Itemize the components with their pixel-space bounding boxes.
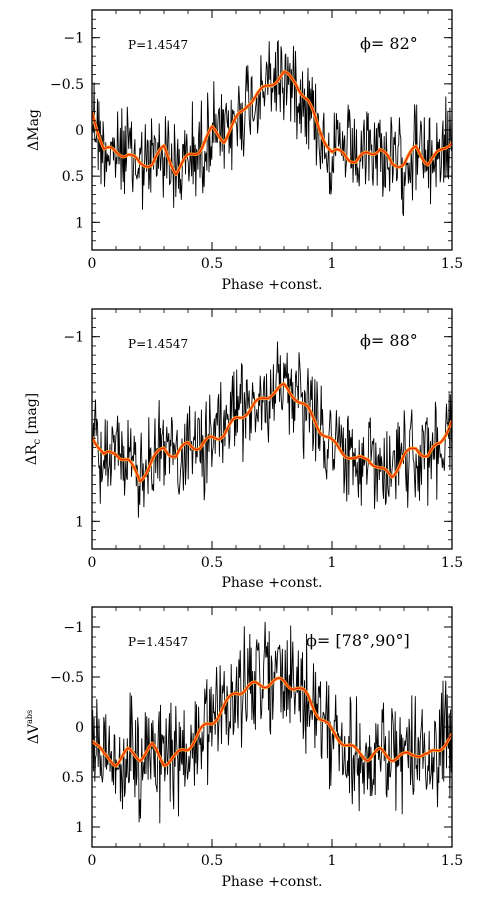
panel-3-y-label-main: ΔV <box>26 723 42 744</box>
panel-3-period-label: P=1.4547 <box>128 635 188 649</box>
panel-1-running-mean-core <box>92 71 452 176</box>
panel-3-phi-label: ϕ= [78°,90°] <box>306 631 410 650</box>
panel-3-running-mean-core <box>92 677 452 767</box>
x-tick-label: 0.5 <box>201 853 223 869</box>
panel-2-ticks: 0 0.5 1 1.5 −1 1 <box>63 308 463 571</box>
panel-1-smooth-line <box>92 70 452 177</box>
x-tick-label: 1 <box>328 555 337 571</box>
y-tick-label: 1 <box>75 820 84 836</box>
x-tick-label: 1 <box>328 256 337 272</box>
panel-3-smooth-line <box>92 676 452 768</box>
x-tick-label: 0 <box>88 853 97 869</box>
y-tick-label: 0 <box>75 123 84 139</box>
panel-2-x-axis-label: Phase +const. <box>222 575 323 591</box>
y-tick-label: 1 <box>75 514 84 530</box>
y-tick-label: −0.5 <box>50 670 84 686</box>
panel-3-y-axis-label: ΔVabs <box>25 710 42 744</box>
panel-2-scatter-line <box>92 341 452 518</box>
panel-3-y-label-sub: abs <box>25 710 34 724</box>
panel-2-phi-label: ϕ= 88° <box>360 331 418 350</box>
panel-1-phi-label: ϕ= 82° <box>360 34 418 53</box>
panel-2-y-label-sub: c <box>32 438 43 444</box>
x-tick-label: 1 <box>328 853 337 869</box>
panel-1-period-label: P=1.4547 <box>128 38 188 52</box>
panel-2-smooth-line <box>92 382 452 483</box>
y-tick-label: 0.5 <box>62 169 84 185</box>
panel-1: 0 0.5 1 1.5 −1 −0.5 0 0.5 1 P=1.4547 ϕ= 82° Phas… <box>26 9 463 293</box>
y-tick-label: 0.5 <box>62 770 84 786</box>
panel-3-ticks: 0 0.5 1 1.5 −1 −0.5 0 0.5 1 <box>50 606 463 869</box>
panel-1-scatter-line <box>92 39 452 217</box>
x-tick-label: 0 <box>88 555 97 571</box>
panel-2-y-axis-label: ΔRc [mag] <box>24 393 43 465</box>
y-tick-label: 0 <box>75 720 84 736</box>
x-tick-label: 0 <box>88 256 97 272</box>
x-tick-label: 1.5 <box>441 853 463 869</box>
panel-1-x-axis-label: Phase +const. <box>222 277 323 293</box>
y-tick-label: −0.5 <box>50 77 84 93</box>
panel-2: 0 0.5 1 1.5 −1 1 P=1.4547 ϕ= 88° Phase +const… <box>24 308 463 591</box>
x-tick-label: 0.5 <box>201 256 223 272</box>
panel-3-observed-series <box>92 621 452 824</box>
x-tick-label: 1.5 <box>441 256 463 272</box>
panel-2-observed-series <box>92 341 452 518</box>
panel-2-period-label: P=1.4547 <box>128 337 188 351</box>
panel-1-ticks: 0 0.5 1 1.5 −1 −0.5 0 0.5 1 <box>50 9 463 272</box>
panel-1-y-axis-label: ΔMag <box>26 109 42 151</box>
panel-1-observed-series <box>92 39 452 217</box>
y-tick-label: −1 <box>63 31 84 47</box>
y-tick-label: −1 <box>63 620 84 636</box>
y-tick-label: 1 <box>75 215 84 231</box>
x-tick-label: 0.5 <box>201 555 223 571</box>
panel-2-y-label-main: ΔR <box>24 444 40 465</box>
panel-3-x-axis-label: Phase +const. <box>222 874 323 890</box>
panel-3-scatter-line <box>92 621 452 824</box>
x-tick-label: 1.5 <box>441 555 463 571</box>
panel-2-y-label-unit: [mag] <box>24 393 40 439</box>
panel-3: 0 0.5 1 1.5 −1 −0.5 0 0.5 1 P=1.4547 ϕ= [78°,90°… <box>25 606 463 890</box>
y-tick-label: −1 <box>63 330 84 346</box>
panel-2-running-mean-core <box>92 383 452 482</box>
